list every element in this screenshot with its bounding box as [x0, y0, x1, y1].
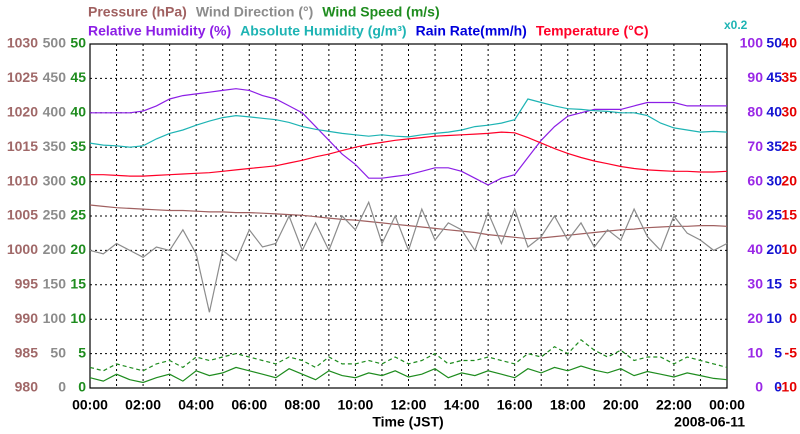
y-tick-label: 30 — [70, 172, 86, 188]
x-tick-label: 12:00 — [391, 397, 427, 413]
y-tick-label: 10 — [747, 344, 763, 360]
y-tick-label: 0 — [78, 379, 86, 395]
y-tick-label: 990 — [15, 310, 39, 326]
y-tick-label: 0 — [774, 379, 782, 395]
y-tick-label: 20 — [766, 241, 782, 257]
legend-entry: Relative Humidity (%) — [88, 23, 231, 39]
x-axis-label: Time (JST) — [372, 414, 443, 430]
y-tick-label: 350 — [43, 138, 67, 154]
legend-entry: Wind Direction (°) — [196, 4, 313, 20]
y-tick-label: 90 — [747, 69, 763, 85]
y-tick-label: 995 — [15, 276, 39, 292]
series-line — [89, 200, 728, 313]
y-tick-label: 980 — [15, 379, 39, 395]
x-tick-label: 20:00 — [603, 397, 639, 413]
x-tick-label: 02:00 — [125, 397, 161, 413]
y-tick-label: 1015 — [7, 138, 38, 154]
y-tick-label: 20 — [747, 310, 763, 326]
x-tick-label: 10:00 — [338, 397, 374, 413]
y-tick-label: 5 — [774, 344, 782, 360]
y-tick-label: 985 — [15, 344, 39, 360]
y-tick-label: 1025 — [7, 69, 38, 85]
y-tick-label: 20 — [781, 172, 797, 188]
series-line — [90, 131, 728, 177]
series-line — [89, 98, 728, 148]
y-tick-label: 150 — [43, 276, 67, 292]
x-tick-label: 04:00 — [178, 397, 214, 413]
y-tick-label: 1020 — [7, 104, 38, 120]
x-tick-label: 18:00 — [550, 397, 586, 413]
y-tick-label: -5 — [785, 344, 798, 360]
y-tick-label: 5 — [789, 276, 797, 292]
y-tick-label: 30 — [766, 172, 782, 188]
x-tick-label: 06:00 — [231, 397, 267, 413]
y-tick-label: 45 — [766, 69, 782, 85]
y-tick-label: 450 — [43, 69, 67, 85]
y-tick-label: 15 — [766, 276, 782, 292]
y-tick-label: 0 — [755, 379, 763, 395]
y-tick-label: 500 — [43, 35, 67, 51]
legend-entry: Temperature (°C) — [536, 23, 649, 39]
y-tick-label: 50 — [766, 35, 782, 51]
y-tick-label: 10 — [781, 241, 797, 257]
y-tick-label: 45 — [70, 69, 86, 85]
x-tick-label: 16:00 — [497, 397, 533, 413]
y-tick-label: 1005 — [7, 207, 38, 223]
y-tick-label: 25 — [70, 207, 86, 223]
y-tick-label: 50 — [50, 344, 66, 360]
y-tick-label: 35 — [766, 138, 782, 154]
y-tick-label: 20 — [70, 241, 86, 257]
series-line — [89, 204, 728, 240]
y-tick-label: 1030 — [7, 35, 38, 51]
y-tick-label: 0 — [58, 379, 66, 395]
x-tick-label: 08:00 — [284, 397, 320, 413]
y-tick-label: -10 — [777, 379, 797, 395]
legend-entry: Rain Rate(mm/h) — [416, 23, 527, 39]
y-tick-label: 80 — [747, 104, 763, 120]
x-tick-label: 00:00 — [72, 397, 108, 413]
y-tick-label: 100 — [43, 310, 67, 326]
x-tick-label: 00:00 — [709, 397, 745, 413]
y-tick-label: 40 — [781, 35, 797, 51]
y-tick-label: 35 — [781, 69, 797, 85]
y-tick-label: 300 — [43, 172, 67, 188]
y-tick-label: 200 — [43, 241, 67, 257]
y-tick-label: 70 — [747, 138, 763, 154]
y-tick-label: 15 — [781, 207, 797, 223]
y-tick-label: 50 — [747, 207, 763, 223]
y-tick-label: 40 — [70, 104, 86, 120]
legend-entry: Pressure (hPa) — [88, 4, 187, 20]
y-tick-label: 30 — [781, 104, 797, 120]
x-tick-label: 14:00 — [444, 397, 480, 413]
y-tick-label: 400 — [43, 104, 67, 120]
series-line — [89, 365, 728, 384]
series-line — [89, 338, 728, 372]
y-tick-label: 40 — [747, 241, 763, 257]
y-tick-label: 10 — [766, 310, 782, 326]
y-tick-label: 30 — [747, 276, 763, 292]
y-tick-label: 50 — [70, 35, 86, 51]
y-tick-label: 5 — [78, 344, 86, 360]
y-tick-label: 35 — [70, 138, 86, 154]
date-label: 2008-06-11 — [674, 414, 745, 430]
y-tick-label: 1010 — [7, 172, 38, 188]
y-tick-label: 15 — [70, 276, 86, 292]
y-tick-label: 1000 — [7, 241, 38, 257]
legend-entry: Wind Speed (m/s) — [322, 4, 439, 20]
y-tick-label: 100 — [740, 35, 764, 51]
y-tick-label: 0 — [789, 310, 797, 326]
y-tick-label: 40 — [766, 104, 782, 120]
y-tick-label: 250 — [43, 207, 67, 223]
y-tick-label: 25 — [781, 138, 797, 154]
y-tick-label: 10 — [70, 310, 86, 326]
series-line — [90, 88, 727, 186]
x-tick-label: 22:00 — [656, 397, 692, 413]
legend-entry: Absolute Humidity (g/m³) — [240, 23, 406, 39]
y-tick-label: 60 — [747, 172, 763, 188]
scale-note: x0.2 — [724, 18, 748, 32]
y-tick-label: 25 — [766, 207, 782, 223]
